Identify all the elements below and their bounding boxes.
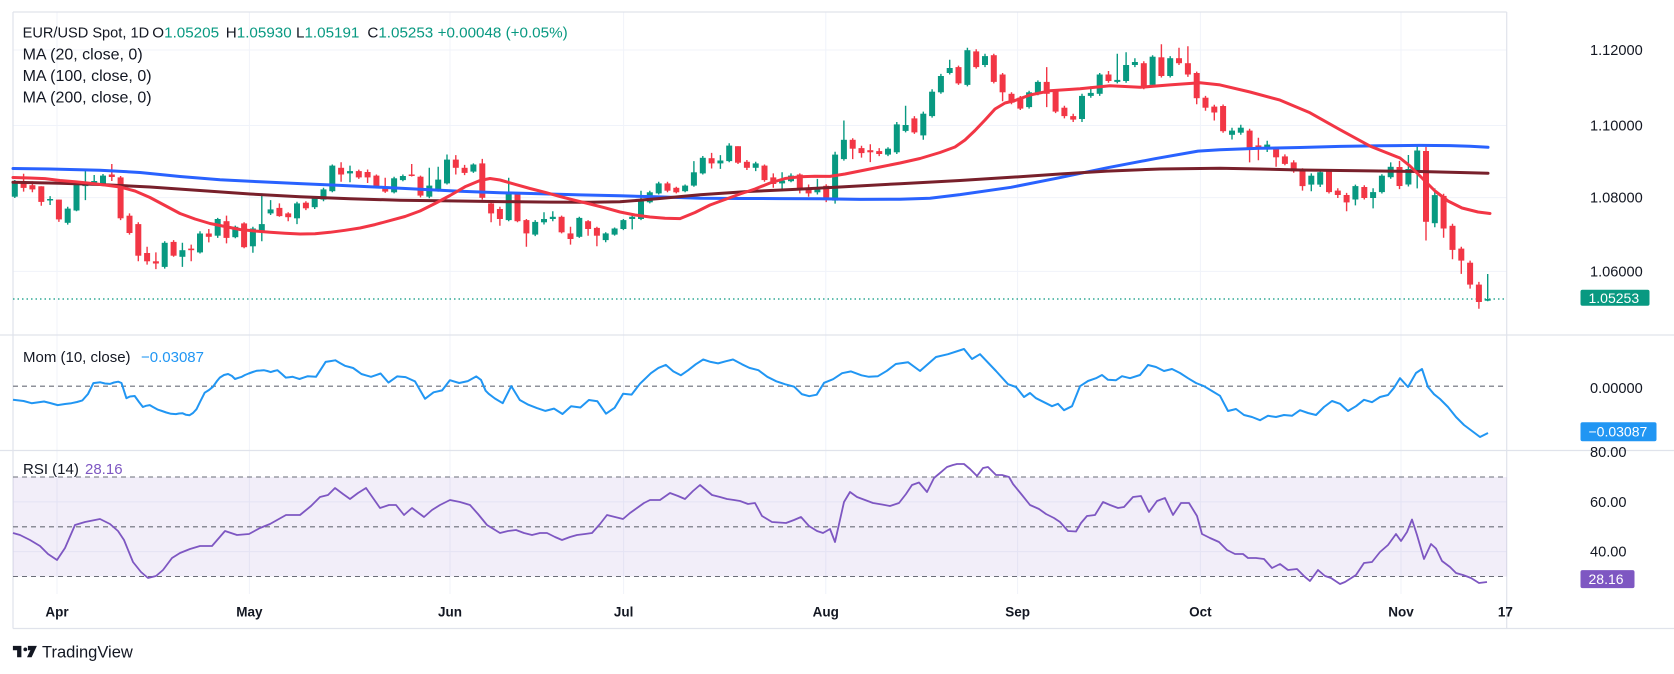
svg-text:Sep: Sep: [1005, 605, 1030, 620]
svg-text:28.16: 28.16: [1589, 571, 1624, 587]
svg-text:−0.03087: −0.03087: [141, 349, 204, 366]
svg-text:1.08000: 1.08000: [1590, 191, 1643, 207]
svg-text:1.05253: 1.05253: [1589, 290, 1640, 306]
svg-text:17: 17: [1498, 605, 1513, 620]
svg-text:−0.03087: −0.03087: [1589, 424, 1648, 440]
svg-text:Oct: Oct: [1189, 605, 1212, 620]
svg-text:Jul: Jul: [614, 605, 634, 620]
svg-text:Aug: Aug: [813, 605, 839, 620]
svg-text:28.16: 28.16: [85, 461, 123, 478]
svg-text:C1.05253: C1.05253: [367, 25, 433, 42]
svg-text:EUR/USD Spot, 1D: EUR/USD Spot, 1D: [23, 26, 150, 42]
svg-text:40.00: 40.00: [1590, 545, 1627, 561]
svg-text:L1.05191: L1.05191: [296, 25, 359, 42]
svg-text:80.00: 80.00: [1590, 445, 1627, 461]
svg-text:TradingView: TradingView: [42, 644, 133, 662]
svg-text:Nov: Nov: [1388, 605, 1414, 620]
svg-text:MA (100, close, 0): MA (100, close, 0): [23, 68, 152, 85]
svg-text:60.00: 60.00: [1590, 495, 1627, 511]
svg-text:O1.05205: O1.05205: [152, 25, 219, 42]
svg-text:1.06000: 1.06000: [1590, 264, 1643, 280]
svg-text:1.12000: 1.12000: [1590, 43, 1643, 59]
svg-text:RSI (14): RSI (14): [23, 461, 79, 478]
svg-text:0.00000: 0.00000: [1590, 381, 1643, 397]
svg-text:1.10000: 1.10000: [1590, 119, 1643, 135]
svg-text:MA (200, close, 0): MA (200, close, 0): [23, 90, 152, 107]
svg-text:May: May: [236, 605, 263, 620]
svg-text:H1.05930: H1.05930: [226, 25, 292, 42]
svg-text:MA (20, close, 0): MA (20, close, 0): [23, 47, 143, 64]
svg-text:Mom (10, close): Mom (10, close): [23, 349, 131, 366]
svg-text:Apr: Apr: [45, 605, 69, 620]
svg-text:Jun: Jun: [438, 605, 462, 620]
svg-text:+0.00048 (+0.05%): +0.00048 (+0.05%): [438, 25, 568, 42]
